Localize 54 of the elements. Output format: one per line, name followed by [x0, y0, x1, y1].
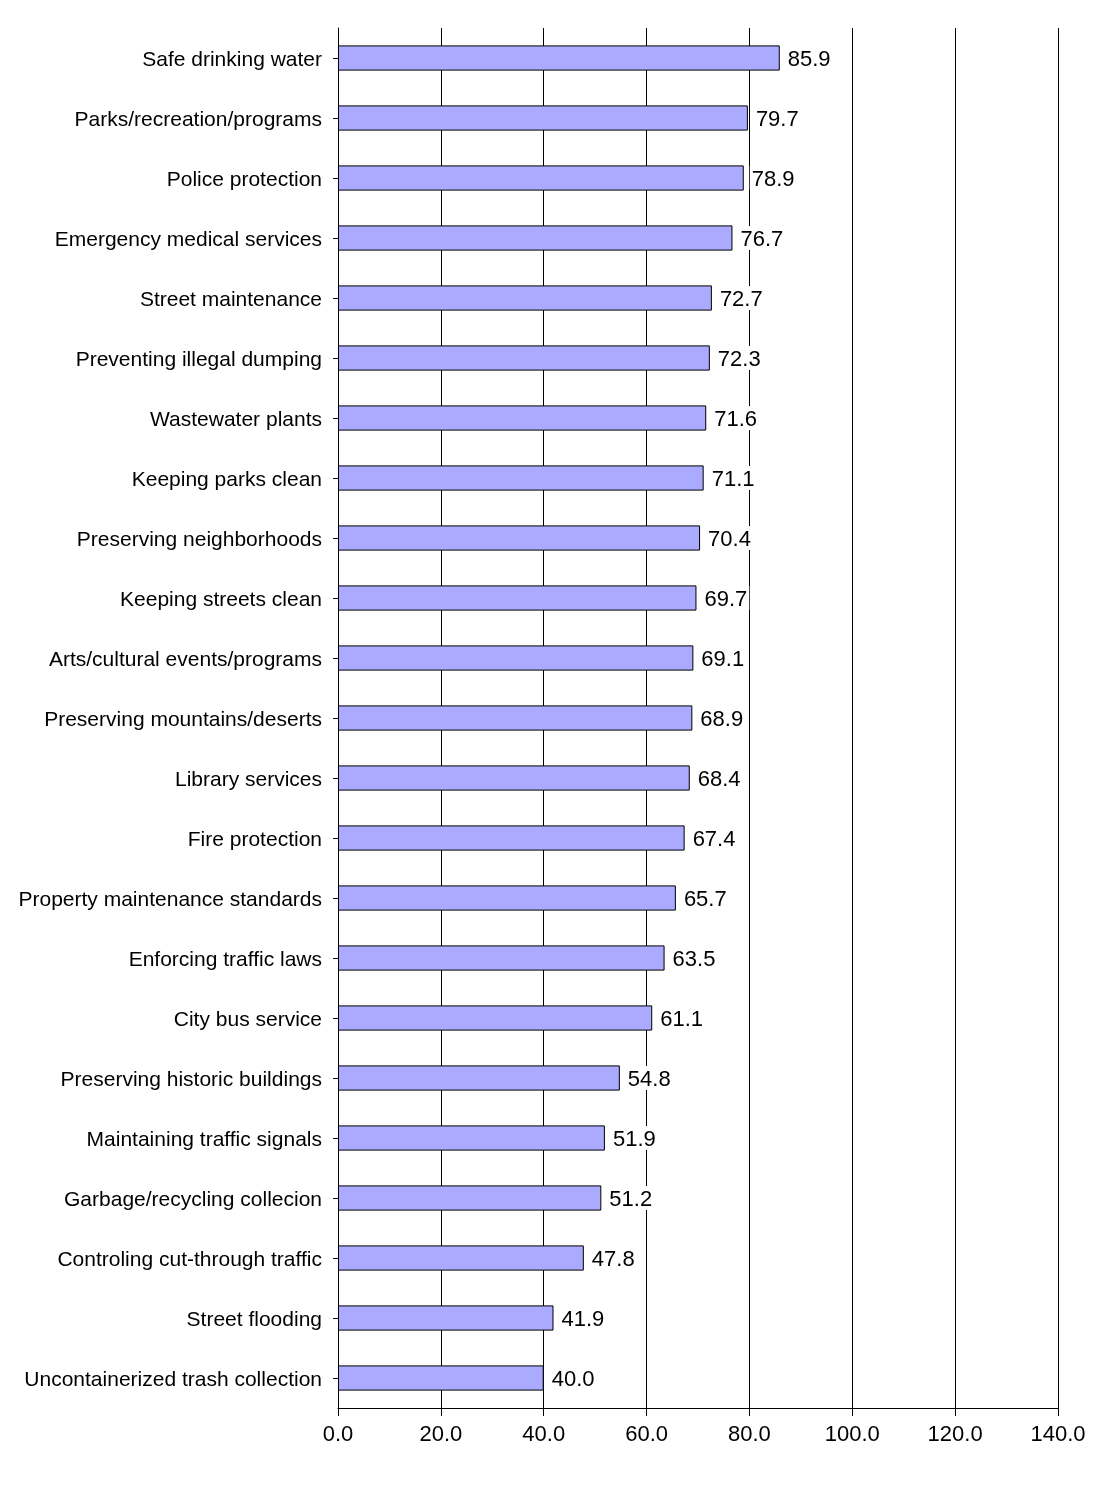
- x-tick-label: 40.0: [522, 1420, 566, 1446]
- x-tick-label: 120.0: [927, 1420, 983, 1446]
- y-tick-label: Police protection: [166, 166, 322, 190]
- y-tick-label: Keeping parks clean: [131, 466, 322, 490]
- y-tick-label: Street flooding: [186, 1306, 322, 1330]
- y-tick-label: Street maintenance: [139, 286, 322, 310]
- data-label: 61.1: [660, 1005, 704, 1031]
- data-label: 68.9: [700, 705, 744, 731]
- y-tick-label: City bus service: [173, 1006, 322, 1030]
- data-label: 70.4: [708, 525, 751, 551]
- data-label: 71.1: [711, 465, 755, 491]
- data-label: 72.7: [719, 285, 763, 311]
- y-tick-label: Arts/cultural events/programs: [48, 646, 322, 670]
- y-tick-label: Library services: [174, 766, 322, 790]
- data-label: 69.7: [704, 585, 748, 611]
- y-tick-label: Preserving neighborhoods: [76, 526, 322, 550]
- y-tick-label: Fire protection: [187, 826, 322, 850]
- y-tick-label: Parks/recreation/programs: [74, 106, 322, 130]
- y-tick-label: Enforcing traffic laws: [128, 946, 322, 970]
- y-tick-label: Emergency medical services: [54, 226, 322, 250]
- data-label: 76.7: [740, 225, 784, 251]
- data-label: 65.7: [683, 885, 727, 911]
- y-tick-label: Wastewater plants: [150, 406, 322, 430]
- data-label: 47.8: [591, 1245, 635, 1271]
- data-label: 69.1: [701, 645, 745, 671]
- x-tick-label: 140.0: [1030, 1420, 1086, 1446]
- x-tick-label: 100.0: [824, 1420, 880, 1446]
- data-label: 72.3: [717, 345, 761, 371]
- data-label: 71.6: [714, 405, 758, 431]
- y-tick-label: Property maintenance standards: [18, 886, 322, 910]
- data-label: 40.0: [551, 1365, 595, 1391]
- y-tick-label: Keeping streets clean: [120, 586, 322, 610]
- y-tick-label: Maintaining traffic signals: [86, 1126, 322, 1150]
- data-label: 54.8: [627, 1065, 671, 1091]
- y-tick-label: Garbage/recycling collecion: [64, 1186, 322, 1210]
- x-tick-label: 20.0: [419, 1420, 463, 1446]
- data-label: 67.4: [692, 825, 736, 851]
- y-tick-label: Uncontainerized trash collection: [24, 1366, 322, 1390]
- data-label: 68.4: [697, 765, 741, 791]
- data-label: 78.9: [751, 165, 795, 191]
- y-tick-label: Safe drinking water: [142, 46, 322, 70]
- x-tick-label: 80.0: [728, 1420, 771, 1446]
- data-label: 79.7: [755, 105, 799, 131]
- data-label: 51.9: [612, 1125, 656, 1151]
- y-tick-label: Controling cut-through traffic: [57, 1246, 322, 1270]
- y-tick-label: Preserving mountains/deserts: [44, 706, 322, 730]
- x-tick-label: 0.0: [322, 1420, 354, 1446]
- y-tick-label: Preventing illegal dumping: [75, 346, 322, 370]
- data-label: 85.9: [787, 45, 831, 71]
- data-label: 41.9: [561, 1305, 605, 1331]
- y-tick-label: Preserving historic buildings: [60, 1066, 322, 1090]
- x-tick-label: 60.0: [625, 1420, 668, 1446]
- data-label: 63.5: [672, 945, 716, 971]
- data-label: 51.2: [609, 1185, 653, 1211]
